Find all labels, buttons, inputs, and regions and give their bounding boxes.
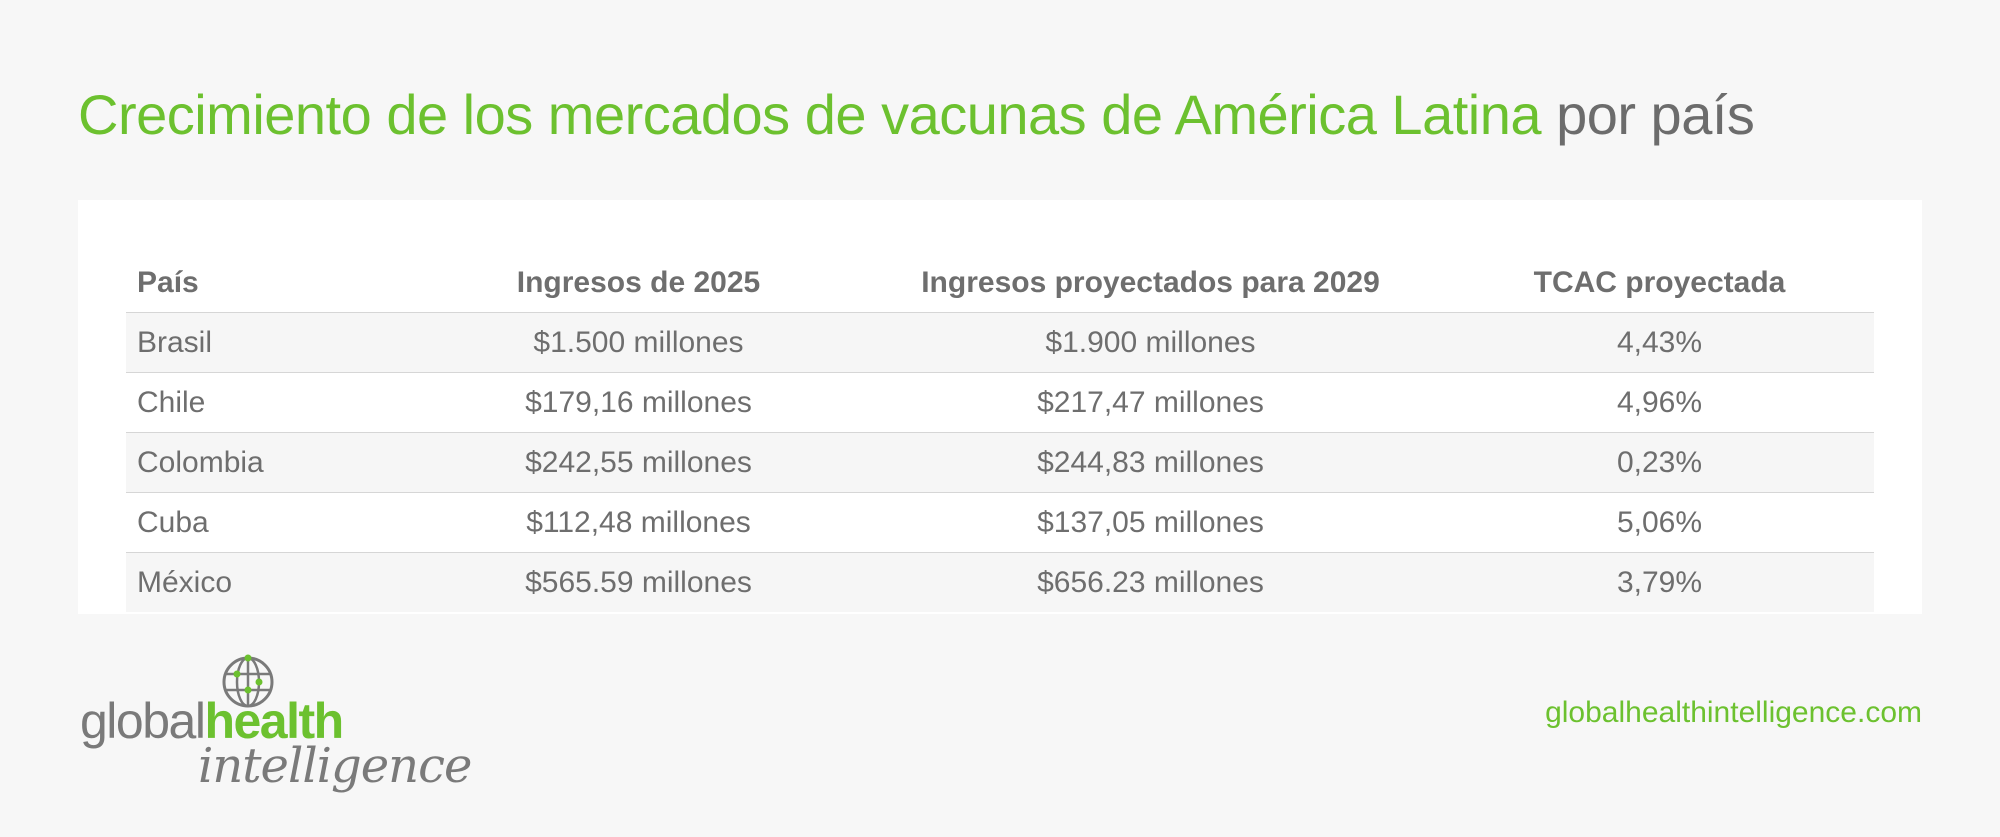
column-header-cagr: TCAC proyectada [1445,254,1874,313]
cell-cagr: 3,79% [1445,552,1874,612]
table-row: Chile $179,16 millones $217,47 millones … [126,372,1874,433]
cell-revenue-2029: $244,83 millones [856,432,1445,493]
data-table-card: País Ingresos de 2025 Ingresos proyectad… [78,200,1922,614]
logo-wordmark: globalhealth [80,693,344,749]
cell-revenue-2025: $565.59 millones [421,552,856,612]
logo-word-health: health [204,693,344,749]
cell-revenue-2025: $112,48 millones [421,492,856,553]
cell-revenue-2025: $1.500 millones [421,312,856,373]
title-highlight: Crecimiento de los mercados de vacunas d… [78,83,1542,146]
cell-cagr: 4,96% [1445,372,1874,433]
logo-word-intelligence: intelligence [198,738,472,794]
table-row: Cuba $112,48 millones $137,05 millones 5… [126,492,1874,553]
cell-revenue-2029: $137,05 millones [856,492,1445,553]
table-header-row: País Ingresos de 2025 Ingresos proyectad… [126,254,1874,313]
cell-revenue-2025: $179,16 millones [421,372,856,433]
logo-word-global: global [80,693,206,749]
cell-country: Cuba [126,492,421,553]
market-growth-table: País Ingresos de 2025 Ingresos proyectad… [126,254,1874,612]
cell-country: Chile [126,372,421,433]
table-row: Colombia $242,55 millones $244,83 millon… [126,432,1874,493]
cell-cagr: 0,23% [1445,432,1874,493]
column-header-country: País [126,254,421,313]
title-suffix: por país [1556,83,1755,146]
column-header-revenue-2029: Ingresos proyectados para 2029 [856,254,1445,313]
cell-revenue-2029: $656.23 millones [856,552,1445,612]
website-link[interactable]: globalhealthintelligence.com [1545,696,1922,729]
table-row: Brasil $1.500 millones $1.900 millones 4… [126,312,1874,373]
cell-cagr: 5,06% [1445,492,1874,553]
cell-revenue-2025: $242,55 millones [421,432,856,493]
page-title: Crecimiento de los mercados de vacunas d… [78,83,1755,146]
cell-country: Colombia [126,432,421,493]
brand-logo: globalhealth intelligence [80,650,472,800]
cell-revenue-2029: $217,47 millones [856,372,1445,433]
globe-icon [222,654,274,708]
cell-country: México [126,552,421,612]
cell-country: Brasil [126,312,421,373]
table-row: México $565.59 millones $656.23 millones… [126,552,1874,612]
cell-revenue-2029: $1.900 millones [856,312,1445,373]
cell-cagr: 4,43% [1445,312,1874,373]
column-header-revenue-2025: Ingresos de 2025 [421,254,856,313]
